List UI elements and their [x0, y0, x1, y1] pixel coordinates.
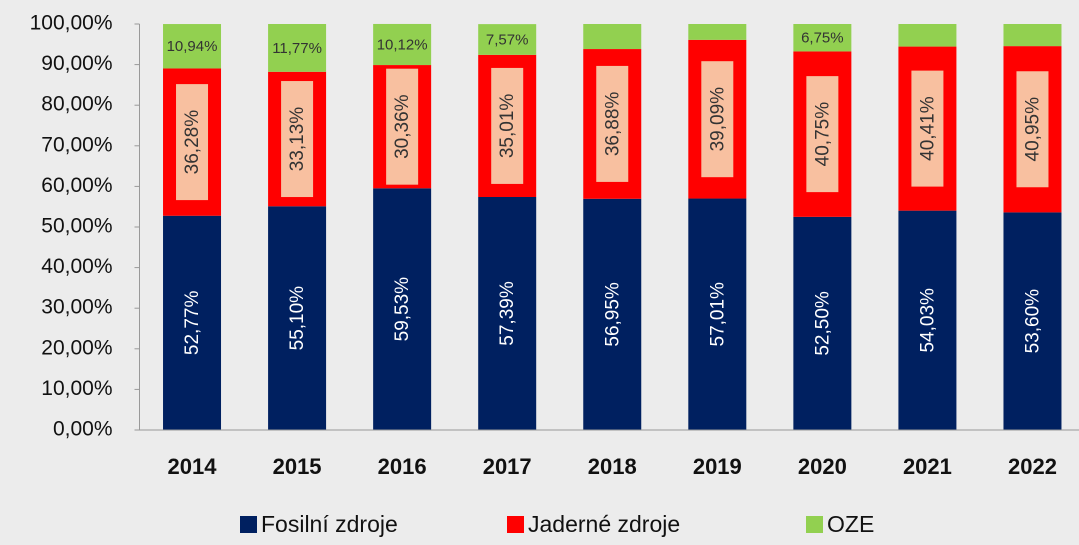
data-label: 57,01%: [707, 282, 728, 347]
data-label-box: [1016, 71, 1049, 188]
data-label: 40,95%: [1022, 97, 1043, 162]
data-label: 33,13%: [287, 107, 308, 172]
bar-segment: [373, 23, 432, 66]
bar-segment: [1003, 24, 1062, 47]
data-label-group: 57,39%: [497, 281, 518, 346]
data-label: 40,75%: [812, 102, 833, 167]
bar-segment: [688, 24, 747, 40]
data-label-group: 35,01%: [491, 67, 524, 184]
legend-swatch: [806, 516, 823, 533]
x-tick-label: 2016: [378, 454, 427, 479]
y-tick-label: 10,00%: [41, 377, 112, 400]
data-label: 36,28%: [182, 110, 203, 175]
data-label-box: [911, 70, 944, 187]
data-label: 39,09%: [707, 87, 728, 152]
data-label-group: 59,53%: [392, 277, 413, 342]
bar-segment: [793, 24, 852, 52]
bar-segment: [583, 24, 642, 50]
data-label-group: 33,13%: [281, 81, 314, 198]
bar-segment: [268, 206, 327, 430]
data-label-group: 40,95%: [1016, 71, 1049, 188]
data-label-box: [386, 68, 419, 185]
data-label: 54,03%: [917, 288, 938, 353]
legend-swatch: [240, 516, 257, 533]
data-label-group: 54,03%: [917, 288, 938, 353]
data-label-box: [176, 84, 209, 201]
data-label: 11,77%: [272, 40, 322, 57]
data-label-group: 39,09%: [701, 61, 734, 178]
x-tick-label: 2020: [798, 454, 847, 479]
y-tick-label: 20,00%: [41, 336, 112, 359]
data-label: 10,12%: [377, 36, 428, 53]
y-tick-label: 70,00%: [41, 133, 112, 156]
legend-label: Fosilní zdroje: [261, 511, 398, 537]
bar-segment: [268, 24, 327, 72]
data-label: 59,53%: [392, 277, 413, 342]
data-label-group: 40,41%: [911, 70, 944, 187]
data-label: 36,88%: [602, 92, 623, 157]
data-label: 10,94%: [167, 38, 218, 55]
y-tick-label: 90,00%: [41, 52, 112, 75]
bar-segment: [1003, 212, 1062, 430]
x-tick-label: 2018: [588, 454, 637, 479]
bar-segment: [478, 24, 537, 55]
bar-segment: [898, 210, 957, 430]
data-label-group: 30,36%: [386, 68, 419, 185]
data-label-box: [491, 67, 524, 184]
legend-label: OZE: [827, 511, 874, 537]
x-tick-label: 2022: [1008, 454, 1057, 479]
y-tick-label: 40,00%: [41, 255, 112, 278]
x-tick-label: 2015: [273, 454, 322, 479]
bar-segment: [688, 198, 747, 430]
data-label: 57,39%: [497, 281, 518, 346]
y-tick-label: 50,00%: [41, 215, 112, 238]
data-label: 52,50%: [812, 291, 833, 356]
legend-swatch: [507, 516, 524, 533]
data-label-box: [596, 65, 629, 182]
data-label-group: 52,77%: [182, 291, 203, 356]
y-tick-label: 80,00%: [41, 93, 112, 116]
data-label-box: [701, 61, 734, 178]
data-label-group: 53,60%: [1022, 289, 1043, 354]
data-label-group: 55,10%: [287, 286, 308, 351]
x-tick-label: 2019: [693, 454, 742, 479]
data-label-group: 36,88%: [596, 65, 629, 182]
bar-segment: [478, 196, 537, 430]
data-label-group: 56,95%: [602, 282, 623, 347]
bar-segment: [898, 24, 957, 47]
bar-segment: [373, 188, 432, 430]
data-label: 52,77%: [182, 291, 203, 356]
y-tick-label: 60,00%: [41, 174, 112, 197]
data-label: 7,57%: [486, 31, 529, 48]
data-label: 56,95%: [602, 282, 623, 347]
data-label: 35,01%: [497, 94, 518, 159]
y-tick-label: 100,00%: [30, 12, 113, 35]
bar-segment: [793, 216, 852, 430]
legend-label: Jaderné zdroje: [528, 511, 680, 537]
data-label-box: [806, 76, 839, 193]
data-label-group: 52,50%: [812, 291, 833, 356]
x-tick-label: 2017: [483, 454, 532, 479]
data-label-group: 40,75%: [806, 76, 839, 193]
data-label: 30,36%: [392, 94, 413, 159]
bar-segment: [163, 24, 222, 69]
bar-segment: [583, 198, 642, 430]
y-tick-label: 30,00%: [41, 296, 112, 319]
data-label: 40,41%: [917, 96, 938, 161]
data-label: 53,60%: [1022, 289, 1043, 354]
data-label-group: 57,01%: [707, 282, 728, 347]
data-label-box: [281, 81, 314, 198]
y-tick-label: 0,00%: [53, 418, 113, 441]
x-tick-label: 2021: [903, 454, 952, 479]
data-label-group: 36,28%: [176, 84, 209, 201]
data-label: 55,10%: [287, 286, 308, 351]
data-label: 6,75%: [801, 30, 844, 47]
x-tick-label: 2014: [168, 454, 218, 479]
bar-segment: [163, 215, 222, 430]
